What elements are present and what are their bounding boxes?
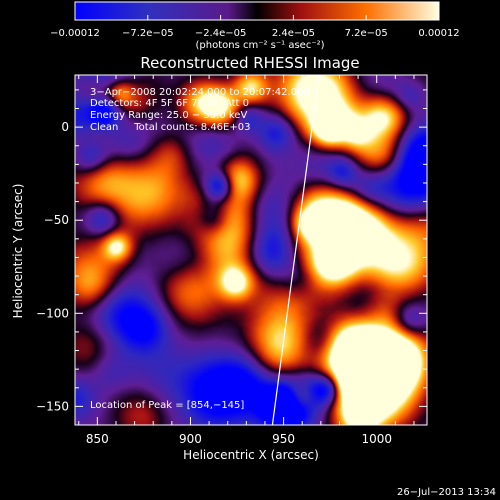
x-tick-label: 1000 <box>361 432 392 446</box>
date-stamp: 26−Jul−2013 13:34 <box>397 487 496 498</box>
y-tick-label: −50 <box>44 213 69 227</box>
y-tick-label: −150 <box>36 399 69 413</box>
plot-frame <box>74 74 428 426</box>
x-axis-label: Heliocentric X (arcsec) <box>183 448 319 462</box>
time-range-annotation: 3−Apr−2008 20:02:24.000 to 20:07:42.000 <box>90 87 310 98</box>
colorbar-tick-label: −7.2e−05 <box>122 28 174 39</box>
colorbar <box>74 1 440 21</box>
chart-title: Reconstructed RHESSI Image <box>140 54 359 72</box>
solar-limb-line <box>271 75 320 425</box>
colorbar-tick-label: 7.2e−05 <box>345 28 388 39</box>
energy-range-annotation: Energy Range: 25.0 − 50.0 keV <box>90 110 247 121</box>
y-axis-label: Heliocentric Y (arcsec) <box>11 184 25 319</box>
x-axis-ticks <box>78 75 415 425</box>
peak-location-annotation: Location of Peak = [854,−145] <box>90 400 244 411</box>
x-axis-tick-labels: 850 900 950 1000 <box>86 432 392 446</box>
colorbar-tick-label: 0.00012 <box>418 28 459 39</box>
clean-counts-annotation: Clean Total counts: 8.46E+03 <box>90 122 250 133</box>
colorbar-units: (photons cm⁻² s⁻¹ asec⁻²) <box>195 40 324 51</box>
colorbar-tick-label: −0.00012 <box>50 28 100 39</box>
colorbar-tick-label: −2.4e−05 <box>195 28 247 39</box>
heatmap-image <box>75 75 427 425</box>
y-tick-label: −100 <box>36 306 69 320</box>
y-axis-tick-labels: 0 −50 −100 −150 <box>36 120 69 413</box>
colorbar-tick-labels: −0.00012 −7.2e−05 −2.4e−05 2.4e−05 7.2e−05 0.… <box>50 28 460 39</box>
y-tick-label: 0 <box>61 120 69 134</box>
x-tick-label: 900 <box>179 432 202 446</box>
colorbar-tick-label: 2.4e−05 <box>272 28 315 39</box>
x-tick-label: 950 <box>272 432 295 446</box>
y-axis-ticks <box>75 89 427 426</box>
colorbar-ticks <box>74 15 440 20</box>
x-tick-label: 850 <box>86 432 109 446</box>
detectors-annotation: Detectors: 4F 5F 6F 7F 8F, Att 0 <box>90 98 249 109</box>
